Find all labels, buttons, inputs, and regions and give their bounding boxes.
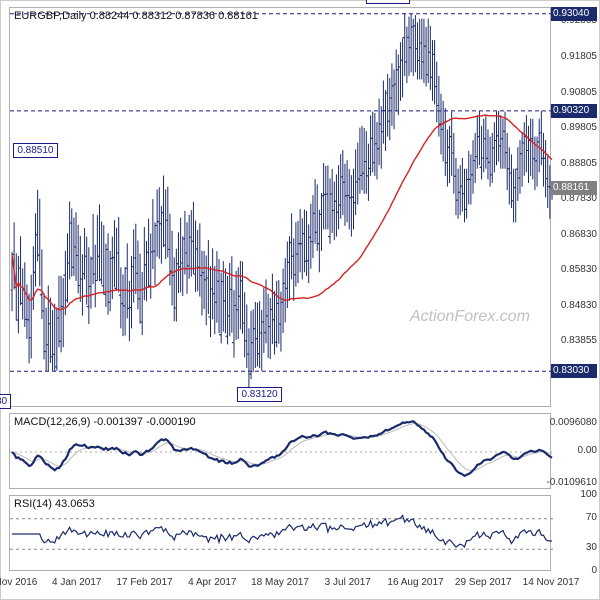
y-tick-label: 100 (576, 490, 597, 500)
rsi-y-axis: 10070300 (553, 495, 599, 571)
price-tag: 0.88161 (551, 181, 597, 195)
y-tick-label: 0 (587, 566, 597, 576)
y-tick-label: 0.87830 (557, 194, 597, 204)
price-annotation: 30 (0, 394, 11, 409)
ohlc-values: 0.88244 0.88312 0.87836 0.88161 (90, 10, 258, 22)
y-tick-label: 0.89805 (557, 123, 597, 133)
y-tick-label: 70 (582, 513, 597, 523)
x-tick-label: 4 Apr 2017 (188, 577, 236, 588)
y-tick-label: 0.83855 (557, 336, 597, 346)
x-tick-label: 29 Sep 2017 (455, 577, 512, 588)
y-tick-label: -0.0109610 (542, 478, 597, 488)
price-tag: 0.90320 (551, 104, 597, 118)
x-tick-label: 17 Feb 2017 (116, 577, 172, 588)
x-tick-label: 14 Nov 2017 (523, 577, 580, 588)
rsi-panel: RSI(14) 43.0653 (9, 495, 551, 571)
x-tick-label: 18 May 2017 (251, 577, 309, 588)
y-tick-label: 0.00 (574, 446, 597, 456)
y-tick-label: 30 (582, 543, 597, 553)
x-axis: 21 Nov 20164 Jan 201717 Feb 20174 Apr 20… (9, 577, 551, 597)
macd-y-axis: 0.00960800.00-0.0109610 (553, 413, 599, 489)
price-tag: 0.83030 (551, 364, 597, 378)
y-tick-label: 0.90805 (557, 88, 597, 98)
y-tick-label: 0.0096080 (546, 418, 597, 428)
x-tick-label: 3 Jul 2017 (325, 577, 371, 588)
y-tick-label: 0.85830 (557, 265, 597, 275)
y-tick-label: 0.86830 (557, 230, 597, 240)
y-tick-label: 0.84830 (557, 301, 597, 311)
price-annotation: 0.88510 (13, 143, 57, 158)
rsi-title: RSI(14) 43.0653 (14, 498, 95, 510)
x-tick-label: 16 Aug 2017 (387, 577, 443, 588)
macd-title: MACD(12,26,9) -0.001397 -0.000190 (14, 416, 196, 428)
price-chart-panel: EURGBP,Daily 0.88244 0.88312 0.87836 0.8… (9, 7, 551, 407)
symbol-timeframe: EURGBP,Daily (14, 10, 87, 22)
y-tick-label: 0.88805 (557, 159, 597, 169)
macd-panel: MACD(12,26,9) -0.001397 -0.000190 (9, 413, 551, 489)
price-y-axis: 0.928050.918050.908050.898050.888050.878… (553, 7, 599, 407)
price-tag: 0.93040 (551, 7, 597, 21)
y-tick-label: 0.91805 (557, 52, 597, 62)
price-annotation: 0.83120 (237, 387, 281, 402)
price-svg (10, 8, 554, 408)
x-tick-label: 4 Jan 2017 (52, 577, 102, 588)
x-tick-label: 21 Nov 2016 (0, 577, 37, 588)
chart-title: EURGBP,Daily 0.88244 0.88312 0.87836 0.8… (14, 10, 258, 22)
price-annotation: 0.93050 (366, 0, 410, 4)
